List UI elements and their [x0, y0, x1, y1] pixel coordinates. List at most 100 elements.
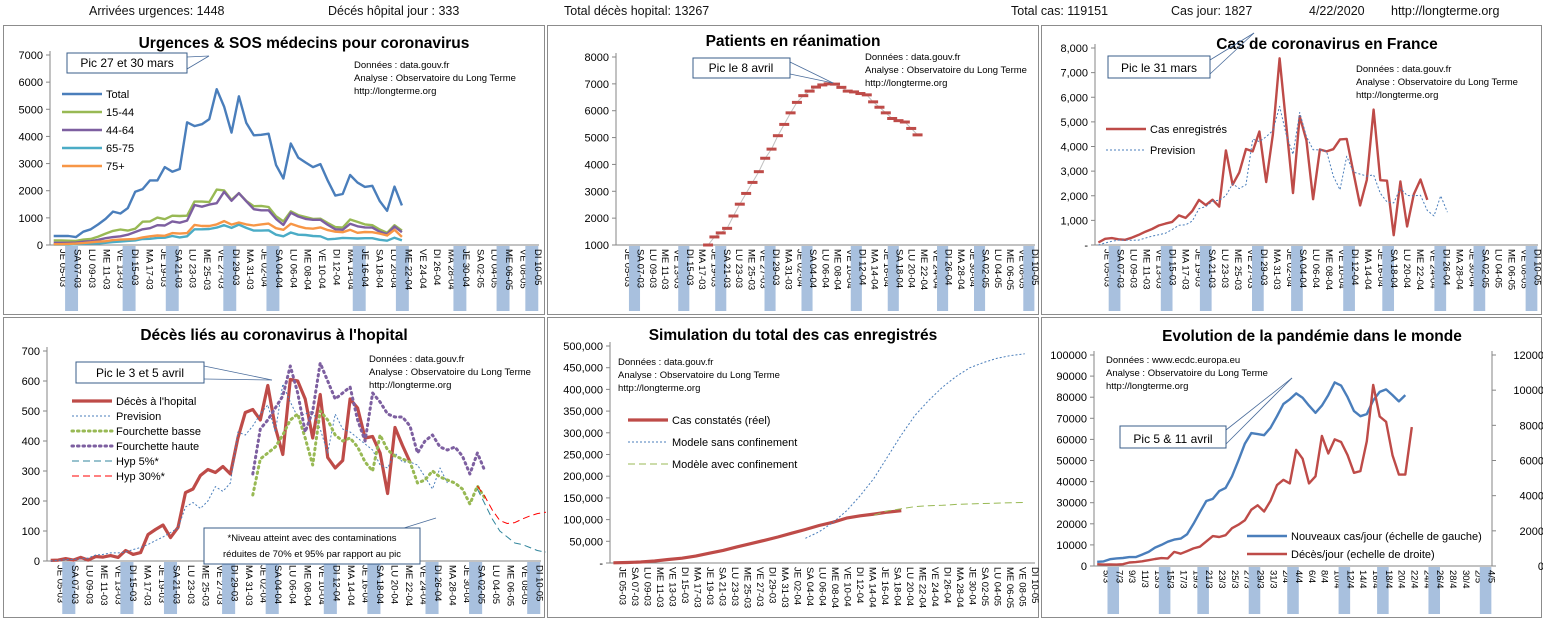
x-tick-label: SA 02-05 [980, 249, 991, 288]
x-tick-label: VE 08-05 [1017, 249, 1028, 289]
x-tick-label: MA 28-04 [1453, 249, 1464, 290]
x-tick-label: 17/3 [1177, 570, 1188, 589]
weekend-highlight-bar [1479, 567, 1492, 614]
x-tick-label: DI 10-05 [1029, 249, 1040, 285]
x-tick-label: 4/4 [1293, 570, 1304, 583]
x-tick-label: JE 30-04 [461, 565, 472, 603]
callout-pointer [789, 61, 834, 84]
x-tick-label: ME 22-04 [918, 249, 929, 290]
y-tick-label: 500 [22, 406, 40, 418]
x-tick-label: DI 15-03 [129, 249, 140, 285]
chart-title: Cas de coronavirus en France [1216, 36, 1438, 53]
chart-panel-simulation: JE 05-03 SA 07-03 LU 09-03 ME 11-03 VE 13-03… [547, 317, 1040, 618]
source-line: Données : www.ecdc.europa.eu [1106, 355, 1240, 366]
y-right-tick-label: 8000 [1520, 420, 1543, 432]
x-tick-label: JE 02-04 [791, 567, 802, 605]
x-tick-label: DI 29-03 [770, 249, 781, 285]
source-line: http://longterme.org [1106, 381, 1188, 392]
weekend-highlight-bar [801, 246, 813, 311]
x-tick-label: JE 19-03 [158, 249, 169, 287]
callout-text: Pic le 8 avril [709, 61, 774, 75]
x-tick-label: SA 21-03 [171, 565, 182, 604]
weekend-highlight-bar [1248, 567, 1261, 614]
x-tick-label: 9/3 [1126, 570, 1137, 583]
weekend-highlight-bar [1023, 246, 1035, 311]
weekend-highlight-bar [323, 562, 337, 614]
x-tick-label: MA 28-04 [446, 249, 457, 290]
x-tick-label: ME 06-05 [503, 249, 514, 290]
source-line: Données : data.gouv.fr [354, 60, 449, 71]
x-tick-label: JE 19-03 [708, 249, 719, 287]
x-tick-label: JE 19-03 [704, 567, 715, 605]
x-tick-label: LU 06-04 [287, 565, 298, 604]
x-tick-label: DI 15-03 [679, 567, 690, 603]
callout-box [75, 361, 205, 384]
y-tick-label: 6000 [19, 77, 43, 89]
x-tick-label: VE 08-05 [1016, 567, 1027, 607]
callout-text: Pic le 31 mars [1121, 61, 1197, 75]
weekend-highlight-bar [165, 246, 179, 311]
x-tick-label: SA 02-05 [476, 565, 487, 604]
y-tick-label: 5,000 [1060, 117, 1088, 129]
x-tick-label: ME 11-03 [100, 249, 111, 289]
series-line-2 [873, 502, 1025, 516]
x-tick-label: 13/3 [1152, 570, 1163, 589]
y-tick-label: 2000 [19, 186, 43, 198]
x-tick-label: 16/4 [1370, 570, 1381, 589]
source-line: Analyse : Observatoire du Long Terme [1106, 368, 1268, 379]
x-tick-label: DI 10-05 [532, 249, 543, 285]
x-tick-label: JE 02-04 [258, 565, 269, 603]
y-tick-label: 7,000 [1060, 68, 1088, 80]
series-line-0 [1097, 57, 1429, 244]
x-tick-label: 5/3 [1100, 570, 1111, 583]
x-tick-label: MA 31-03 [1271, 249, 1282, 290]
legend-label: 44-64 [106, 125, 134, 137]
x-tick-label: SA 18-04 [374, 249, 385, 288]
legend-label: Nouveaux cas/jour (échelle de gauche) [1291, 531, 1482, 543]
x-tick-label: DI 26-04 [431, 249, 442, 285]
x-tick-label: SA 21-03 [172, 249, 183, 288]
chart-panel-monde: 5/3 7/3 9/3 11/3 13/3 15/3 17/3 19/3 21/3 23/3 25/… [1041, 317, 1543, 618]
series-line-4 [476, 488, 546, 553]
legend-label: Prevision [1150, 145, 1195, 157]
legend-label: Total [106, 89, 129, 101]
weekend-highlight-bar [1377, 567, 1389, 614]
y-tick-label: 350,000 [563, 406, 603, 418]
x-tick-label: DI 10-05 [534, 565, 545, 601]
y-tick-label: 5000 [585, 133, 609, 145]
source-line: http://longterme.org [618, 383, 700, 394]
x-tick-label: LU 04-05 [992, 249, 1003, 288]
legend-label: 65-75 [106, 143, 134, 155]
legend-label: Décès/jour (echelle de droite) [1291, 549, 1435, 561]
x-tick-label: 18/4 [1383, 570, 1394, 589]
weekend-highlight-bar [678, 246, 690, 311]
x-tick-label: 14/4 [1357, 570, 1368, 589]
x-tick-label: LU 23-03 [1219, 249, 1230, 288]
y-tick-label: 20000 [1056, 519, 1087, 531]
x-tick-label: ME 25-03 [201, 249, 212, 290]
callout-pointer [186, 55, 210, 70]
x-tick-label: ME 25-03 [745, 249, 756, 290]
x-tick-label: JE 05-03 [616, 567, 627, 605]
x-tick-label: JE 05-03 [1102, 249, 1113, 287]
x-tick-label: MA 17-03 [1180, 249, 1191, 290]
x-tick-label: SA 07-03 [1115, 249, 1126, 288]
x-tick-label: MA 28-04 [955, 249, 966, 290]
x-tick-label: VE 24-04 [1427, 249, 1438, 289]
weekend-highlight-bar [1107, 567, 1120, 614]
chart-title: Urgences & SOS médecins pour coronavirus [139, 35, 470, 52]
x-tick-label: 20/4 [1396, 570, 1407, 589]
y-tick-label: 1000 [19, 213, 43, 225]
x-tick-label: VE 24-04 [929, 567, 940, 607]
y-right-tick-label: 12000 [1513, 350, 1543, 362]
x-tick-label: SA 18-04 [374, 565, 385, 604]
x-tick-label: VE 10-04 [1336, 249, 1347, 289]
x-tick-label: DI 10-05 [1531, 249, 1542, 285]
x-tick-label: LU 06-04 [1310, 249, 1321, 288]
weekend-highlight-bar [850, 246, 862, 311]
x-tick-label: DI 15-03 [1167, 249, 1178, 285]
header-stats-bar: Arrivées urgences: 1448 Décés hôpital jo… [0, 0, 1544, 24]
legend-label: Hyp 5%* [116, 456, 160, 468]
note-text: *Niveau atteint avec des contaminations [228, 533, 397, 544]
y-right-tick-label: 0 [1538, 561, 1543, 573]
